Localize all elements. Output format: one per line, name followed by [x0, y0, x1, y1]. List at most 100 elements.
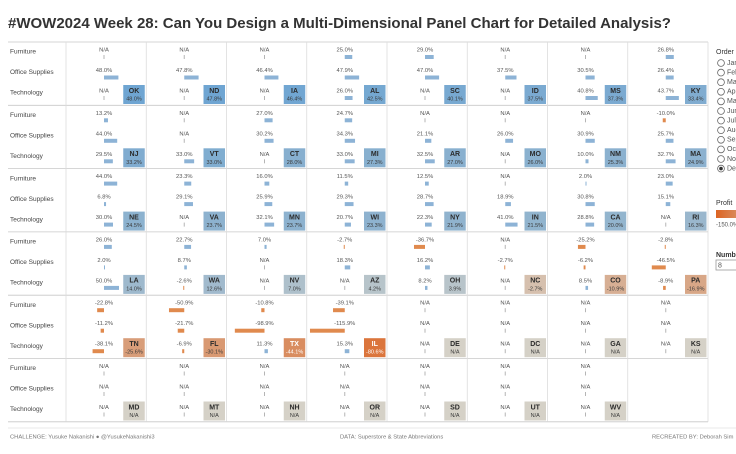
value-label: 48.0% — [96, 68, 112, 74]
radio-button[interactable] — [717, 126, 725, 134]
radio-button[interactable] — [717, 97, 725, 106]
state-ratio: N/A — [611, 413, 621, 419]
value-label: N/A — [581, 301, 591, 307]
bar — [424, 96, 426, 100]
bar — [344, 118, 353, 123]
radio-button[interactable] — [717, 78, 725, 86]
bar — [585, 159, 589, 164]
value-label: N/A — [500, 385, 510, 391]
state-ratio: 42.5% — [367, 96, 383, 102]
value-label: 24.7% — [337, 111, 353, 117]
value-label: N/A — [179, 405, 189, 411]
bar — [413, 244, 425, 249]
bar — [424, 328, 426, 333]
value-label: 23.3% — [176, 174, 192, 180]
bar — [344, 265, 351, 270]
bar — [264, 75, 279, 80]
bar — [424, 349, 426, 354]
bar — [92, 349, 104, 354]
bar — [425, 202, 434, 207]
number-input[interactable] — [715, 259, 736, 271]
state-ratio: N/A — [210, 413, 220, 419]
state-box — [524, 148, 546, 168]
value-label: 50.0% — [96, 278, 112, 284]
radio-button[interactable] — [717, 155, 725, 163]
state-box — [444, 211, 466, 231]
value-label: 26.4% — [658, 68, 674, 74]
state-box — [685, 338, 707, 358]
value-label: 11.3% — [256, 342, 272, 348]
value-label: 30.2% — [256, 131, 272, 137]
state-ratio: -16.9% — [687, 286, 705, 292]
bar — [424, 118, 426, 123]
footer-challenge: CHALLENGE: Yusuke Nakanishi ● @YusukeNak… — [10, 435, 155, 441]
state-ratio: 23.7% — [287, 223, 303, 229]
radio-button[interactable] — [717, 145, 725, 154]
bar — [104, 202, 107, 207]
bar — [264, 392, 265, 396]
state-ratio: 12.6% — [206, 286, 222, 292]
state-abbr: OH — [450, 278, 461, 285]
value-label: 30.5% — [577, 68, 593, 74]
radio-button[interactable] — [717, 136, 725, 144]
state-ratio: 16.3% — [688, 223, 704, 229]
bar — [183, 285, 185, 290]
state-ratio: -10.9% — [607, 286, 625, 292]
value-label: 22.3% — [417, 215, 433, 221]
radio-button[interactable] — [717, 107, 725, 115]
state-abbr: MO — [530, 151, 542, 158]
state-ratio: N/A — [290, 413, 300, 419]
bar — [665, 222, 667, 227]
state-box — [123, 148, 145, 168]
value-label: 32.7% — [658, 152, 674, 158]
value-label: 13.2% — [96, 111, 112, 117]
bar — [663, 285, 666, 290]
state-abbr: NH — [289, 404, 299, 411]
state-abbr: PA — [691, 278, 700, 285]
state-box — [203, 338, 225, 358]
state-box — [604, 85, 627, 104]
bar — [664, 244, 666, 249]
bar — [344, 202, 354, 207]
value-label: -11.2% — [95, 321, 113, 327]
bar — [309, 328, 345, 333]
bar — [344, 285, 346, 290]
state-abbr: VT — [210, 151, 220, 158]
state-ratio: N/A — [129, 413, 139, 419]
value-label: N/A — [500, 174, 510, 180]
value-label: 32.5% — [417, 152, 433, 158]
state-abbr: MT — [209, 404, 220, 411]
value-label: N/A — [99, 405, 109, 411]
state-abbr: FL — [210, 341, 219, 348]
radio-button[interactable] — [717, 88, 725, 96]
state-ratio: 33.4% — [688, 96, 704, 102]
state-abbr: LA — [129, 278, 138, 285]
state-ratio: -30.1% — [206, 350, 224, 356]
category-label: Technology — [10, 280, 44, 287]
bar — [344, 371, 346, 376]
radio-dot — [719, 166, 723, 171]
value-label: 46.4% — [256, 68, 272, 74]
state-abbr: IA — [291, 88, 298, 95]
bar — [505, 138, 514, 143]
value-label: 25.0% — [337, 48, 353, 54]
radio-button[interactable] — [717, 59, 725, 67]
state-ratio: N/A — [531, 413, 541, 419]
state-box — [685, 274, 707, 294]
state-box — [364, 211, 386, 231]
bar — [344, 138, 356, 143]
value-label: 30.8% — [577, 195, 593, 201]
value-label: N/A — [581, 405, 591, 411]
state-abbr: OK — [129, 88, 140, 95]
value-label: 29.1% — [176, 195, 192, 201]
value-label: -2.8% — [658, 237, 673, 243]
radio-button[interactable] — [717, 116, 725, 125]
value-label: 8.2% — [418, 278, 431, 284]
state-abbr: VA — [210, 214, 219, 221]
state-box — [283, 211, 306, 231]
state-ratio: 37.3% — [608, 96, 624, 102]
state-box — [283, 85, 306, 104]
radio-button[interactable] — [717, 68, 725, 77]
bar — [344, 181, 349, 186]
